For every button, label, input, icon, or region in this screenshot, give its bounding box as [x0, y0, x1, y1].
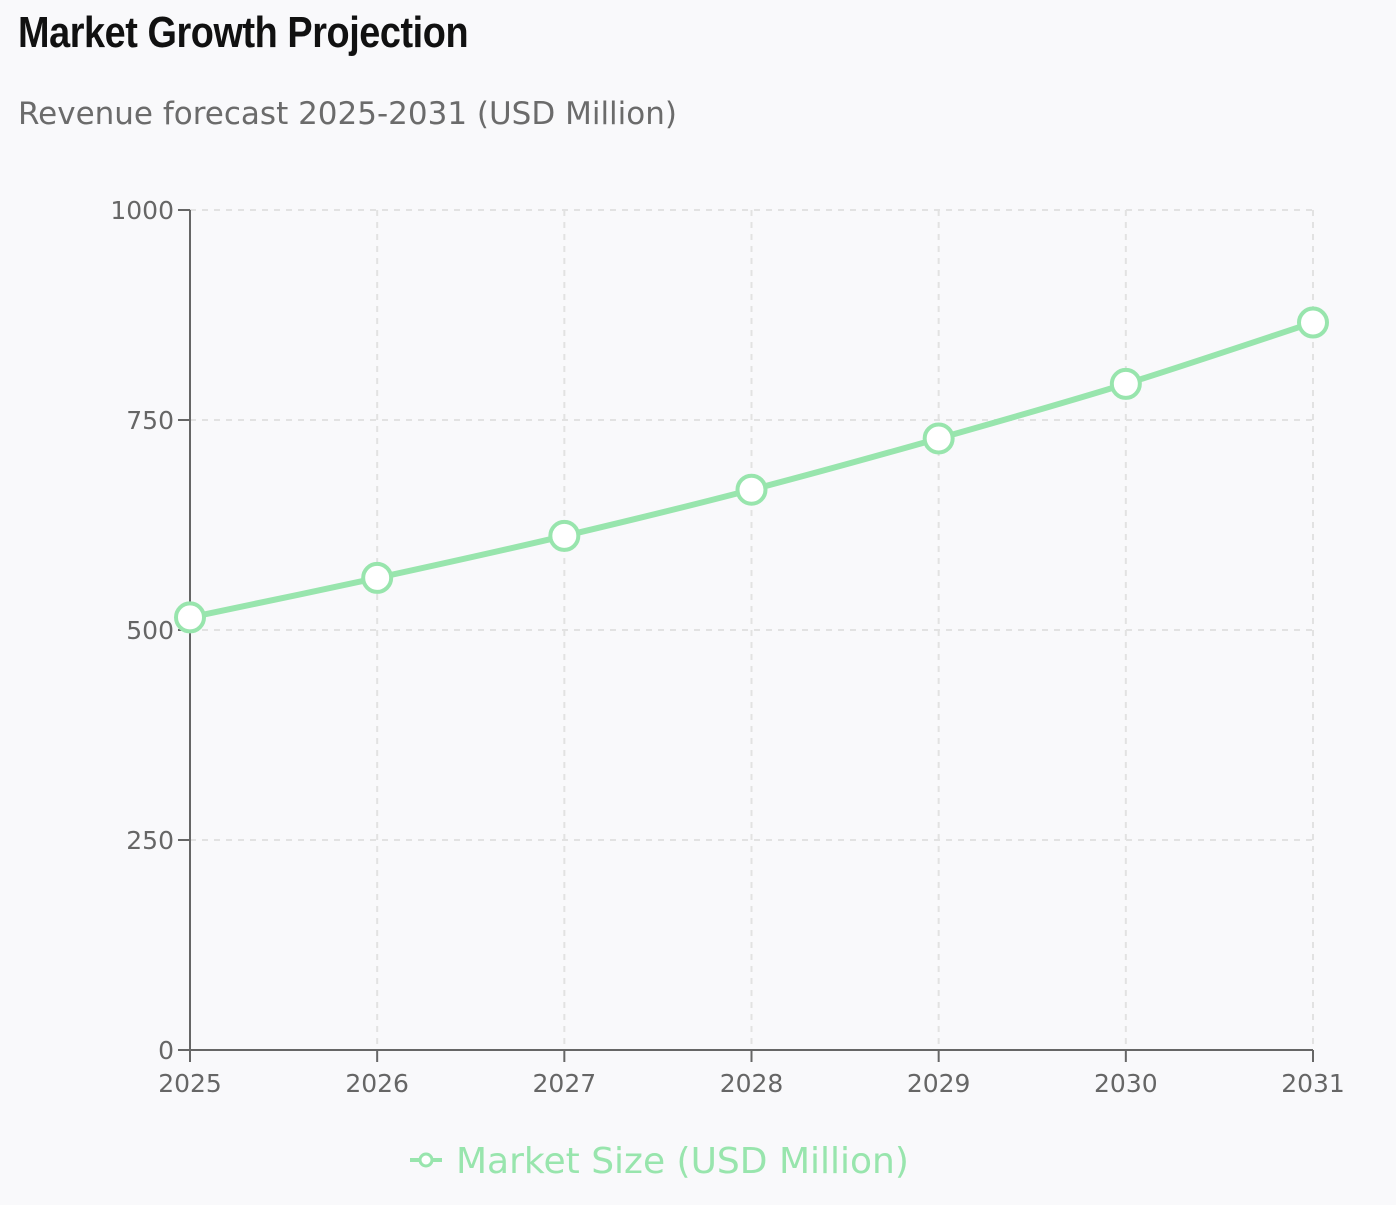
chart-title: Market Growth Projection [18, 8, 469, 57]
data-point[interactable] [922, 422, 955, 455]
chart-subtitle: Revenue forecast 2025-2031 (USD Million) [18, 96, 677, 132]
legend-label[interactable]: Market Size (USD Million) [456, 1141, 909, 1182]
x-tick-label: 2027 [533, 1069, 597, 1098]
grid-lines [190, 209, 1314, 1050]
x-tick-label: 2026 [345, 1069, 409, 1098]
x-tick-label: 2028 [720, 1069, 784, 1098]
x-tick-label: 2029 [907, 1069, 971, 1098]
data-point[interactable] [1297, 306, 1329, 339]
x-tick-label: 2025 [158, 1069, 222, 1098]
y-tick-label: 500 [126, 616, 174, 645]
y-tick-label: 0 [158, 1036, 174, 1065]
legend-marker-icon [418, 1152, 434, 1168]
data-point[interactable] [548, 519, 581, 552]
data-point[interactable] [735, 473, 768, 506]
data-point[interactable] [174, 601, 206, 634]
legend[interactable]: Market Size (USD Million) [410, 1141, 909, 1182]
data-point[interactable] [361, 561, 394, 594]
x-tick-label: 2031 [1281, 1069, 1345, 1098]
data-point[interactable] [1109, 367, 1142, 400]
y-tick-label: 750 [126, 406, 174, 435]
axes: 0 250 500 750 1000 2025 2026 2027 2028 2029 2030 20… [110, 196, 1344, 1098]
y-tick-label: 1000 [110, 196, 174, 225]
series-layer [174, 306, 1329, 634]
x-tick-label: 2030 [1094, 1069, 1158, 1098]
y-tick-label: 250 [126, 826, 174, 855]
